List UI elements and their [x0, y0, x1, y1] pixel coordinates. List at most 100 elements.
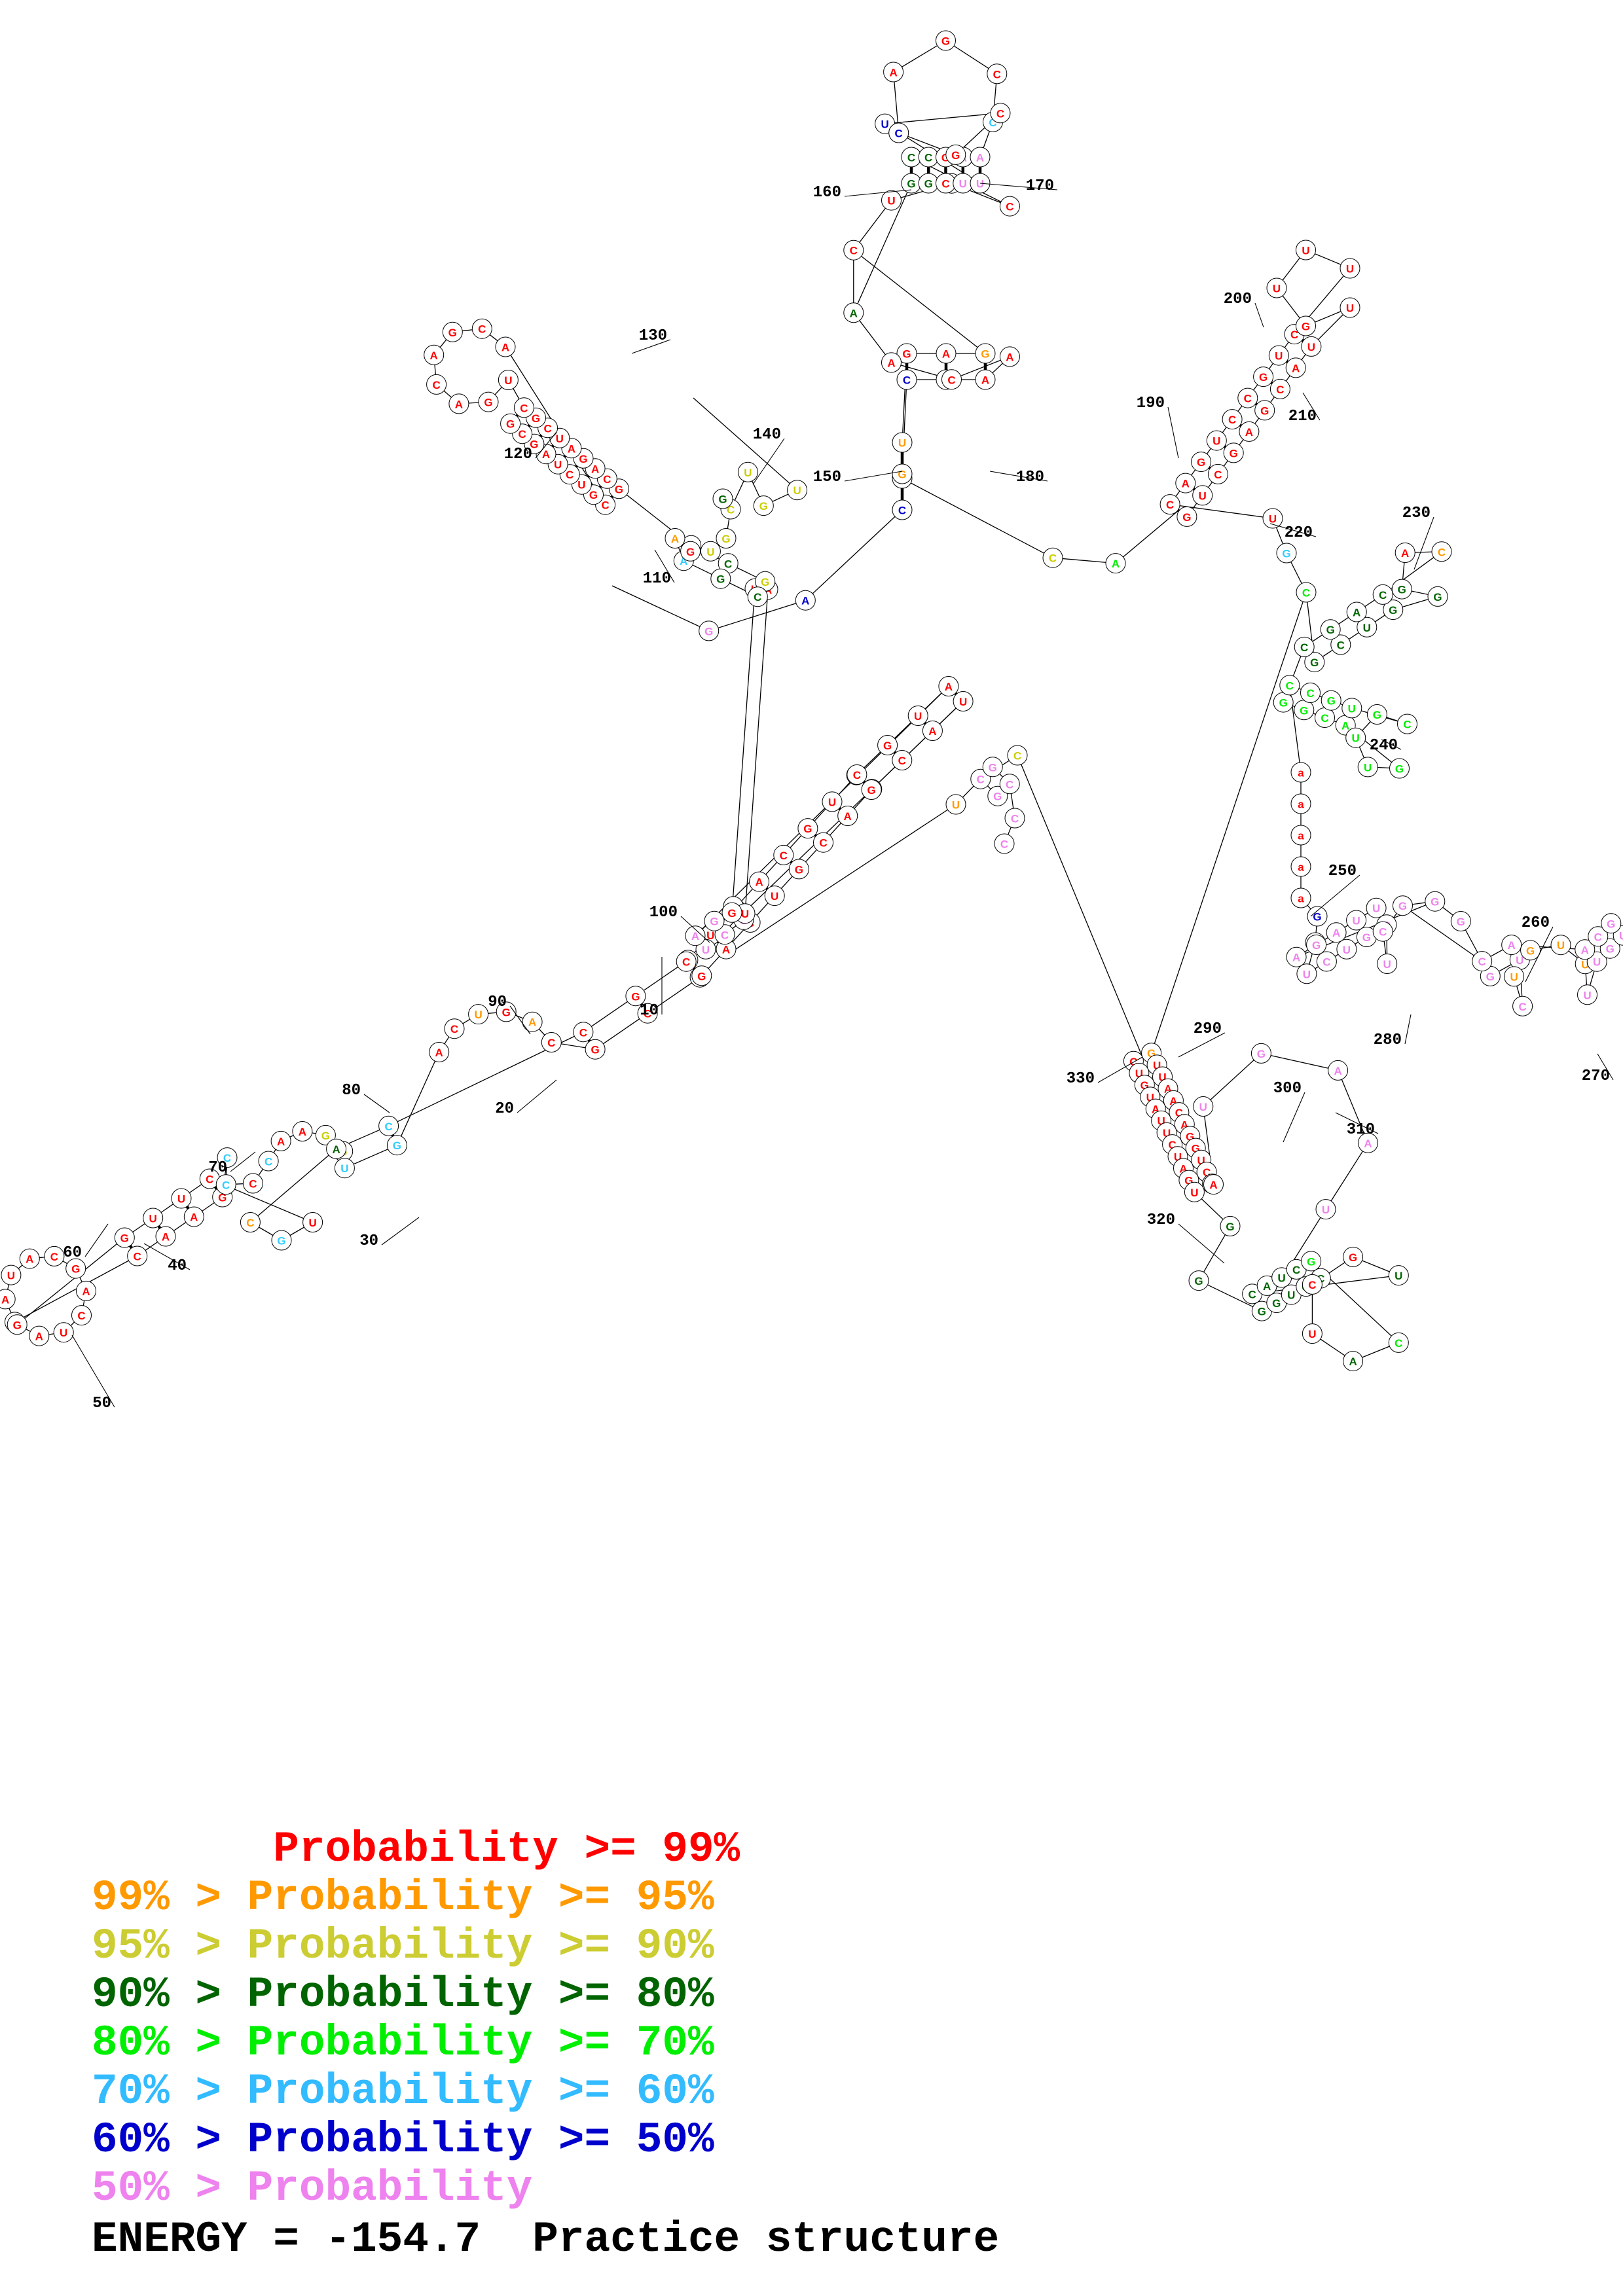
svg-text:A: A: [1581, 944, 1589, 956]
svg-text:300: 300: [1273, 1080, 1302, 1098]
svg-text:C: C: [1478, 956, 1486, 968]
svg-text:G: G: [686, 546, 695, 558]
svg-text:U: U: [1593, 956, 1601, 969]
svg-text:C: C: [1006, 201, 1013, 213]
svg-text:C: C: [903, 374, 911, 387]
svg-text:210: 210: [1288, 408, 1317, 425]
svg-text:U: U: [976, 178, 984, 190]
svg-text:G: G: [951, 149, 960, 162]
svg-text:G: G: [761, 576, 769, 588]
svg-text:U: U: [1510, 971, 1518, 983]
svg-text:120: 120: [504, 446, 532, 463]
svg-text:C: C: [1438, 546, 1446, 558]
svg-text:C: C: [1286, 679, 1294, 692]
svg-text:A: A: [722, 944, 730, 956]
svg-text:A: A: [801, 595, 809, 607]
svg-text:G: G: [1258, 1306, 1266, 1318]
svg-text:A: A: [1263, 1280, 1271, 1293]
svg-text:ENERGY = -154.7 Practice stru: ENERGY = -154.7 Practice structure: [92, 2215, 999, 2264]
svg-text:G: G: [506, 418, 515, 431]
svg-text:C: C: [898, 505, 906, 517]
svg-text:100: 100: [649, 904, 678, 922]
svg-text:C: C: [1300, 641, 1308, 654]
svg-text:a: a: [1298, 767, 1304, 780]
svg-text:A: A: [542, 448, 550, 461]
svg-text:U: U: [1322, 1204, 1330, 1216]
svg-text:U: U: [554, 459, 562, 471]
svg-text:C: C: [264, 1156, 272, 1168]
svg-text:A: A: [591, 463, 599, 475]
svg-text:U: U: [1302, 245, 1309, 257]
svg-text:U: U: [1269, 513, 1277, 526]
svg-text:C: C: [1049, 552, 1057, 565]
svg-text:A: A: [430, 350, 438, 362]
svg-text:G: G: [1194, 1275, 1203, 1287]
svg-text:G: G: [13, 1319, 22, 1331]
svg-text:Probability >= 99%: Probability >= 99%: [92, 1825, 740, 1874]
svg-text:G: G: [1431, 896, 1439, 908]
svg-text:U: U: [1199, 490, 1207, 502]
svg-text:C: C: [1395, 1337, 1402, 1350]
svg-text:240: 240: [1370, 737, 1398, 755]
svg-text:U: U: [504, 374, 512, 387]
svg-text:U: U: [702, 944, 710, 956]
svg-text:C: C: [1308, 1279, 1316, 1291]
svg-text:C: C: [754, 591, 761, 603]
svg-text:330: 330: [1067, 1070, 1095, 1088]
svg-text:G: G: [883, 740, 892, 752]
svg-text:U: U: [1372, 903, 1380, 915]
svg-text:C: C: [246, 1217, 254, 1229]
svg-text:A: A: [501, 342, 509, 354]
svg-text:U: U: [793, 484, 801, 497]
svg-text:C: C: [1276, 384, 1284, 396]
svg-text:C: C: [996, 107, 1004, 120]
svg-text:C: C: [1322, 956, 1330, 969]
svg-text:U: U: [474, 1009, 482, 1021]
svg-text:230: 230: [1402, 505, 1431, 522]
svg-text:C: C: [819, 837, 827, 850]
svg-text:A: A: [942, 348, 950, 361]
svg-text:A: A: [755, 876, 763, 889]
svg-text:A: A: [976, 152, 984, 164]
svg-text:A: A: [1341, 720, 1349, 732]
svg-text:U: U: [7, 1270, 15, 1282]
svg-text:G: G: [1260, 404, 1269, 417]
svg-text:G: G: [803, 823, 812, 835]
svg-text:A: A: [1508, 939, 1516, 952]
svg-text:C: C: [1000, 838, 1008, 851]
svg-text:G: G: [1272, 1297, 1281, 1310]
svg-text:C: C: [519, 428, 526, 440]
svg-text:C: C: [1214, 469, 1222, 481]
svg-text:180: 180: [1016, 469, 1044, 486]
svg-text:U: U: [1343, 944, 1351, 956]
svg-text:A: A: [332, 1143, 340, 1156]
svg-text:G: G: [1307, 1255, 1315, 1268]
svg-text:C: C: [724, 558, 732, 570]
svg-text:U: U: [741, 908, 749, 920]
svg-text:U: U: [1395, 1270, 1402, 1282]
svg-text:G: G: [993, 791, 1002, 803]
svg-text:A: A: [1349, 1355, 1357, 1368]
svg-text:U: U: [706, 546, 714, 558]
svg-text:U: U: [959, 178, 967, 190]
svg-text:G: G: [1259, 371, 1267, 384]
svg-text:G: G: [867, 784, 875, 797]
svg-text:G: G: [1312, 939, 1321, 952]
svg-text:G: G: [1279, 697, 1288, 709]
svg-text:C: C: [543, 422, 551, 435]
svg-text:G: G: [631, 990, 640, 1003]
svg-text:20: 20: [495, 1100, 514, 1118]
svg-text:280: 280: [1374, 1031, 1402, 1049]
svg-text:G: G: [532, 412, 540, 425]
svg-text:U: U: [308, 1217, 316, 1229]
svg-text:260: 260: [1522, 914, 1550, 932]
svg-text:G: G: [924, 178, 933, 190]
svg-text:99% > Probability >= 95%: 99% > Probability >= 95%: [92, 1873, 714, 1922]
svg-text:A: A: [1292, 362, 1300, 374]
svg-text:U: U: [1275, 350, 1283, 363]
svg-text:A: A: [35, 1331, 43, 1343]
svg-text:C: C: [682, 956, 690, 969]
svg-text:U: U: [149, 1213, 157, 1225]
svg-text:C: C: [478, 323, 486, 336]
svg-text:A: A: [435, 1047, 443, 1059]
